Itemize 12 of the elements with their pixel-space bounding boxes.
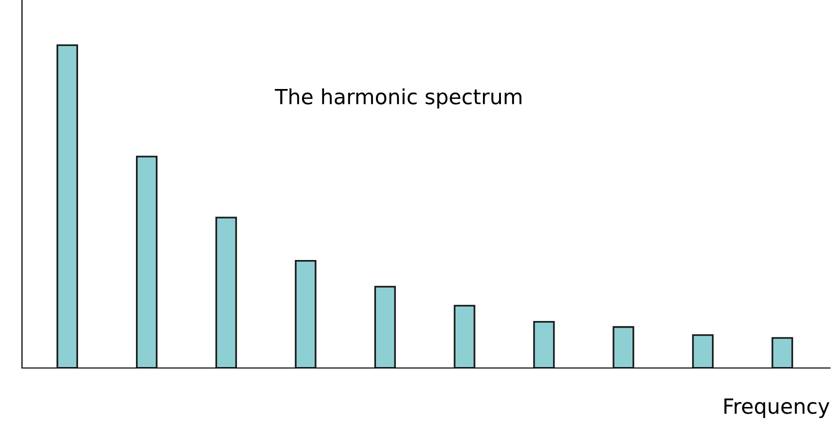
- bar: [454, 304, 476, 368]
- bar: [612, 326, 634, 368]
- bar: [692, 334, 714, 368]
- bar: [533, 321, 555, 368]
- bar: [374, 286, 396, 368]
- bar: [215, 216, 237, 368]
- annotation: The harmonic spectrum: [274, 88, 522, 108]
- bar: [56, 44, 78, 368]
- bar: [772, 337, 794, 368]
- bar: [294, 260, 316, 368]
- bar: [136, 156, 158, 368]
- x-axis-title: Frequency: [724, 398, 830, 418]
